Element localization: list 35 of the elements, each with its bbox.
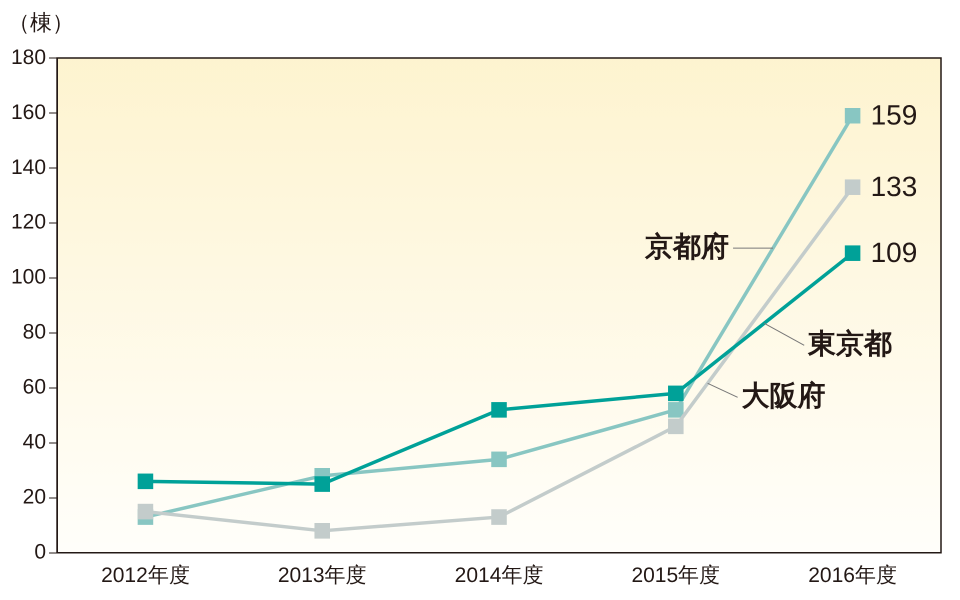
y-axis-title: （棟） — [8, 10, 74, 35]
point — [844, 108, 860, 124]
point — [491, 509, 507, 525]
point — [138, 504, 154, 520]
y-tick-label: 40 — [22, 430, 46, 454]
point — [491, 452, 507, 468]
x-tick-label: 2016年度 — [808, 564, 897, 588]
y-tick-label: 0 — [34, 540, 46, 564]
y-tick-label: 80 — [22, 320, 46, 344]
y-tick-label: 120 — [10, 210, 46, 234]
point — [668, 418, 684, 434]
point — [314, 523, 330, 539]
y-tick-label: 20 — [22, 486, 46, 509]
y-tick-label: 100 — [10, 266, 46, 289]
point — [314, 476, 330, 492]
point — [668, 402, 684, 418]
series-label: 京都府 — [644, 230, 730, 262]
point — [491, 402, 507, 418]
data-label: 133 — [870, 170, 918, 202]
point — [668, 386, 684, 402]
y-tick-label: 140 — [10, 156, 46, 179]
data-label: 109 — [870, 236, 918, 268]
series-label: 大阪府 — [742, 380, 826, 412]
data-label: 159 — [870, 99, 918, 130]
y-tick-label: 180 — [10, 46, 46, 69]
point — [844, 179, 860, 195]
y-tick-label: 60 — [22, 376, 46, 399]
x-tick-label: 2013年度 — [278, 564, 367, 588]
point — [138, 474, 154, 490]
y-tick-label: 160 — [10, 100, 46, 124]
x-tick-label: 2012年度 — [101, 564, 190, 588]
x-tick-label: 2015年度 — [631, 564, 720, 588]
x-tick-label: 2014年度 — [454, 564, 544, 588]
series-label: 東京都 — [807, 328, 892, 359]
point — [844, 245, 860, 261]
